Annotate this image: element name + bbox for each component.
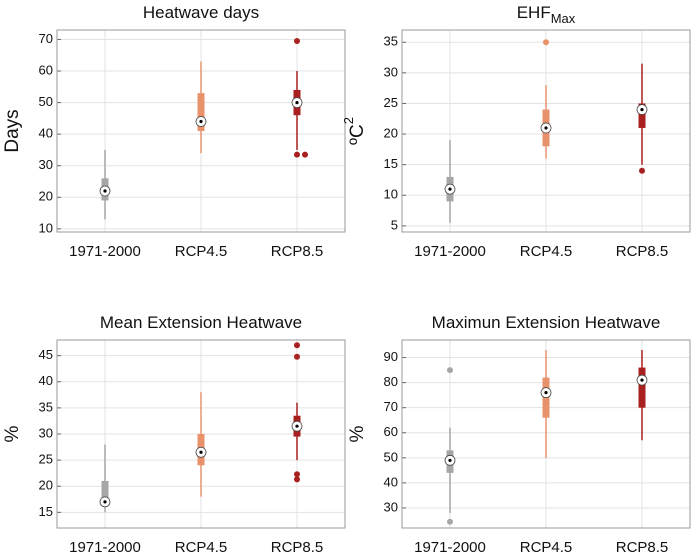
median-dot [448, 187, 452, 191]
x-tick-label: 1971-2000 [69, 539, 141, 556]
y-tick-label: 5 [391, 217, 398, 232]
plot-border [56, 339, 346, 529]
x-tick-label: RCP8.5 [271, 243, 324, 260]
x-tick-label: RCP4.5 [520, 539, 573, 556]
title-text: Maximun Extension Heatwave [432, 313, 661, 332]
median-dot [640, 107, 644, 112]
outlier [294, 342, 300, 349]
y-tick-label: 60 [39, 62, 53, 77]
box [197, 93, 205, 131]
x-tick-label: RCP8.5 [616, 539, 669, 556]
chart-title: Mean Extension Heatwave [100, 313, 302, 332]
x-tick-label: RCP8.5 [271, 539, 324, 556]
median-dot [199, 119, 203, 124]
y-label-text: Days [2, 109, 23, 152]
y-axis-label: Days [2, 109, 23, 152]
y-tick-label: 40 [39, 373, 53, 388]
median-dot [295, 100, 299, 105]
outlier [294, 38, 300, 45]
x-tick-label: RCP4.5 [175, 243, 228, 260]
median-dot [448, 458, 452, 462]
median-dot [103, 189, 107, 193]
x-tick-label: 1971-2000 [414, 539, 486, 556]
median-dot [544, 391, 548, 395]
median-dot [640, 378, 644, 382]
plot-border [401, 29, 691, 233]
y-tick-label: 60 [384, 424, 398, 439]
y-tick-label: 25 [384, 95, 398, 110]
y-tick-label: 10 [384, 187, 398, 202]
y-tick-label: 30 [39, 425, 53, 440]
outlier [302, 151, 308, 158]
chart-title: EHFMax [517, 3, 576, 26]
chart-title: Maximun Extension Heatwave [432, 313, 661, 332]
y-tick-label: 30 [39, 157, 53, 172]
median-dot [295, 424, 299, 428]
outlier [294, 476, 300, 483]
y-tick-label: 10 [39, 220, 53, 235]
box [638, 103, 646, 128]
y-tick-label: 90 [384, 349, 398, 364]
box [638, 367, 646, 408]
x-tick-label: 1971-2000 [414, 243, 486, 260]
chart-title: Heatwave days [143, 3, 259, 22]
outlier [639, 167, 645, 174]
x-tick-label: RCP4.5 [175, 539, 228, 556]
y-tick-label: 15 [39, 504, 53, 519]
y-tick-label: 20 [39, 189, 53, 204]
y-label-text: ºC [347, 124, 368, 145]
outlier [543, 39, 549, 46]
y-tick-label: 25 [39, 452, 53, 467]
y-tick-label: 80 [384, 374, 398, 389]
y-tick-label: 40 [384, 474, 398, 489]
y-tick-label: 35 [39, 399, 53, 414]
y-tick-label: 35 [384, 34, 398, 49]
median-dot [199, 450, 203, 454]
y-tick-label: 20 [39, 478, 53, 493]
outlier [447, 518, 453, 525]
y-label-text: % [2, 425, 23, 442]
outlier [294, 151, 300, 158]
y-tick-label: 70 [384, 399, 398, 414]
title-text: EHF [517, 3, 551, 22]
y-tick-label: 30 [384, 64, 398, 79]
outlier [294, 353, 300, 360]
title-text: Mean Extension Heatwave [100, 313, 302, 332]
title-text: Heatwave days [143, 3, 259, 22]
median-dot [544, 126, 548, 130]
y-label-superscript: 2 [341, 117, 356, 124]
y-axis-label: ºC2 [341, 117, 368, 145]
y-tick-label: 20 [384, 125, 398, 140]
y-tick-label: 45 [39, 347, 53, 362]
plot-border [56, 29, 346, 233]
box [101, 481, 109, 502]
y-tick-label: 30 [384, 499, 398, 514]
y-tick-label: 40 [39, 126, 53, 141]
outlier [294, 471, 300, 478]
y-tick-label: 50 [384, 449, 398, 464]
median-dot [103, 500, 107, 504]
y-axis-label: % [2, 425, 23, 442]
title-subscript: Max [551, 11, 576, 26]
x-tick-label: RCP4.5 [520, 243, 573, 260]
y-tick-label: 50 [39, 94, 53, 109]
x-tick-label: RCP8.5 [616, 243, 669, 260]
y-label-text: % [347, 425, 368, 442]
y-axis-label: % [347, 425, 368, 442]
y-tick-label: 15 [384, 156, 398, 171]
outlier [447, 367, 453, 374]
plot-border [401, 339, 691, 529]
x-tick-label: 1971-2000 [69, 243, 141, 260]
y-tick-label: 70 [39, 31, 53, 46]
